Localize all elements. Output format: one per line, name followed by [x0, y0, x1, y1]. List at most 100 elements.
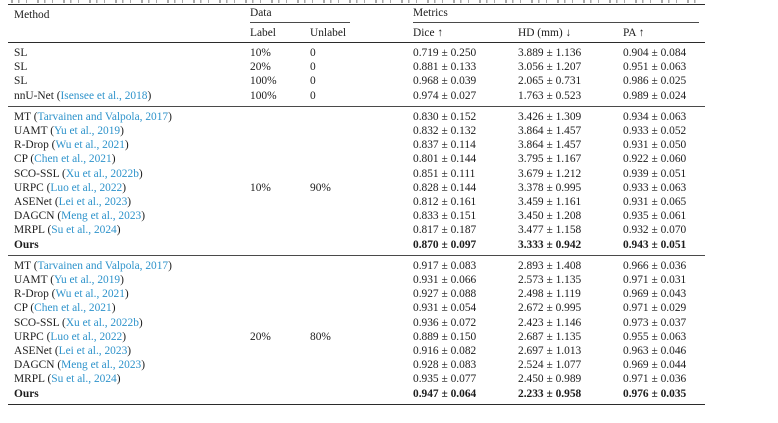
method-cell: Ours — [8, 238, 244, 256]
citation-link[interactable]: Luo et al., 2022 — [50, 181, 123, 194]
method-cell: DAGCN (Meng et al., 2023) — [14, 210, 146, 223]
table-row: ASENet (Lei et al., 2023) 0.812 ± 0.161 3.… — [8, 195, 705, 209]
dice-cell: 0.889 ± 0.150 — [413, 330, 477, 343]
hd-cell: 3.056 ± 1.207 — [518, 61, 582, 74]
hd-cell: 3.864 ± 1.457 — [518, 125, 582, 138]
method-cell: MT (Tarvainen and Valpola, 2017) — [14, 259, 172, 272]
table-section: SL 10% 0 0.719 ± 0.250 3.889 ± 1.136 0.904 ± … — [8, 42, 706, 107]
dice-cell: 0.817 ± 0.187 — [413, 224, 477, 237]
unlabel-cell — [304, 387, 407, 405]
citation-link[interactable]: Meng et al., 2023 — [61, 359, 142, 372]
label-cell — [244, 124, 304, 138]
label-cell — [244, 372, 304, 386]
table-row: DAGCN (Meng et al., 2023) 0.928 ± 0.083 2.… — [8, 358, 705, 372]
method-cell: R-Drop (Wu et al., 2021) — [14, 139, 129, 152]
hd-cell: 3.679 ± 1.212 — [518, 167, 582, 180]
method-name: SL — [14, 61, 28, 74]
unlabel-cell: 0 — [310, 61, 316, 74]
citation-link[interactable]: Yu et al., 2019 — [54, 125, 121, 138]
table-row: MT (Tarvainen and Valpola, 2017) 0.917 ± … — [8, 255, 705, 273]
table-row: SL 100% 0 0.968 ± 0.039 2.065 ± 0.731 0.986 ±… — [8, 74, 705, 88]
citation-link[interactable]: Isensee et al., 2018 — [60, 89, 148, 102]
label-cell — [244, 287, 304, 301]
table-row: URPC (Luo et al., 2022) 20% 80% 0.889 ± 0.1… — [8, 330, 705, 344]
citation-link[interactable]: Su et al., 2024 — [51, 224, 117, 237]
method-name: UAMT — [14, 274, 48, 287]
citation-link[interactable]: Lei et al., 2023 — [58, 196, 128, 209]
unlabel-cell — [304, 106, 407, 124]
unlabel-cell — [304, 238, 407, 256]
table-row: CP (Chen et al., 2021) 0.931 ± 0.054 2.672… — [8, 301, 705, 315]
table-row: R-Drop (Wu et al., 2021) 0.837 ± 0.114 3.8… — [8, 138, 705, 152]
method-name: Ours — [14, 387, 39, 400]
unlabel-cell — [304, 209, 407, 223]
method-name: SL — [14, 75, 28, 88]
unlabel-cell — [304, 138, 407, 152]
citation-link[interactable]: Xu et al., 2022b — [65, 316, 139, 329]
hd-cell: 2.065 ± 0.731 — [518, 75, 582, 88]
method-cell: SCO-SSL (Xu et al., 2022b) — [14, 316, 143, 329]
table-row: CP (Chen et al., 2021) 0.801 ± 0.144 3.795… — [8, 152, 705, 166]
method-cell: URPC (Luo et al., 2022) — [14, 181, 127, 194]
label-cell — [244, 209, 304, 223]
pa-cell: 0.966 ± 0.036 — [623, 259, 687, 272]
pa-cell: 0.971 ± 0.029 — [623, 302, 687, 315]
table-row: Ours 0.870 ± 0.097 3.333 ± 0.942 0.943 ± 0.… — [8, 238, 705, 256]
citation-link[interactable]: Lei et al., 2023 — [58, 345, 128, 358]
table-row: UAMT (Yu et al., 2019) 0.931 ± 0.066 2.573… — [8, 273, 705, 287]
citation-link[interactable]: Meng et al., 2023 — [61, 210, 142, 223]
citation-link[interactable]: Chen et al., 2021 — [34, 153, 112, 166]
hd-cell: 3.795 ± 1.167 — [518, 153, 582, 166]
method-cell: UAMT (Yu et al., 2019) — [14, 125, 124, 138]
unlabel-cell — [304, 255, 407, 273]
method-cell: CP (Chen et al., 2021) — [14, 302, 116, 315]
citation-link[interactable]: Tarvainen and Valpola, 2017 — [37, 259, 169, 272]
table-row: SL 20% 0 0.881 ± 0.133 3.056 ± 1.207 0.951 ± … — [8, 60, 705, 74]
citation-link[interactable]: Xu et al., 2022b — [65, 167, 139, 180]
hd-cell: 3.477 ± 1.158 — [518, 224, 582, 237]
dice-cell: 0.928 ± 0.083 — [413, 359, 477, 372]
label-cell — [244, 167, 304, 181]
citation-link[interactable]: Wu et al., 2021 — [55, 139, 125, 152]
method-name: MT — [14, 110, 31, 123]
pa-cell: 0.969 ± 0.043 — [623, 288, 687, 301]
citation-link[interactable]: Wu et al., 2021 — [55, 288, 125, 301]
pa-cell: 0.951 ± 0.063 — [623, 61, 687, 74]
pa-cell: 0.976 ± 0.035 — [623, 387, 687, 400]
dice-cell: 0.935 ± 0.077 — [413, 373, 477, 386]
pa-cell: 0.986 ± 0.025 — [623, 75, 687, 88]
col-header-metrics-group: Metrics — [407, 5, 705, 25]
citation-link[interactable]: Luo et al., 2022 — [50, 330, 123, 343]
dice-cell: 0.870 ± 0.097 — [413, 238, 477, 251]
citation-link[interactable]: Su et al., 2024 — [51, 373, 117, 386]
hd-cell: 2.233 ± 0.958 — [518, 387, 582, 400]
method-name: URPC — [14, 181, 44, 194]
method-name: ASENet — [14, 345, 52, 358]
citation-link[interactable]: Yu et al., 2019 — [54, 274, 121, 287]
method-cell: MRPL (Su et al., 2024) — [14, 373, 121, 386]
method-cell: MT (Tarvainen and Valpola, 2017) — [14, 110, 172, 123]
method-cell: SL — [8, 43, 244, 61]
citation-link[interactable]: Chen et al., 2021 — [34, 302, 112, 315]
label-cell — [244, 344, 304, 358]
table-row: MRPL (Su et al., 2024) 0.935 ± 0.077 2.450… — [8, 372, 705, 386]
pa-cell: 0.973 ± 0.037 — [623, 316, 687, 329]
col-header-data-group: Data — [244, 5, 407, 25]
table-row: URPC (Luo et al., 2022) 10% 90% 0.828 ± 0.1… — [8, 181, 705, 195]
hd-cell: 3.333 ± 0.942 — [518, 238, 582, 251]
citation-link[interactable]: Tarvainen and Valpola, 2017 — [37, 110, 169, 123]
pa-cell: 0.989 ± 0.024 — [623, 89, 687, 102]
method-name: UAMT — [14, 125, 48, 138]
method-cell: UAMT (Yu et al., 2019) — [14, 274, 124, 287]
pa-cell: 0.971 ± 0.031 — [623, 274, 687, 287]
dice-cell: 0.851 ± 0.111 — [413, 167, 476, 180]
label-cell — [244, 223, 304, 237]
hd-cell: 3.459 ± 1.161 — [518, 196, 582, 209]
dice-cell: 0.931 ± 0.054 — [413, 302, 477, 315]
col-header-unlabel: Unlabel — [310, 27, 347, 39]
table-row: R-Drop (Wu et al., 2021) 0.927 ± 0.088 2.4… — [8, 287, 705, 301]
pa-cell: 0.922 ± 0.060 — [623, 153, 687, 166]
unlabel-cell — [304, 301, 407, 315]
dice-cell: 0.936 ± 0.072 — [413, 316, 477, 329]
label-cell: 10% — [250, 181, 271, 194]
